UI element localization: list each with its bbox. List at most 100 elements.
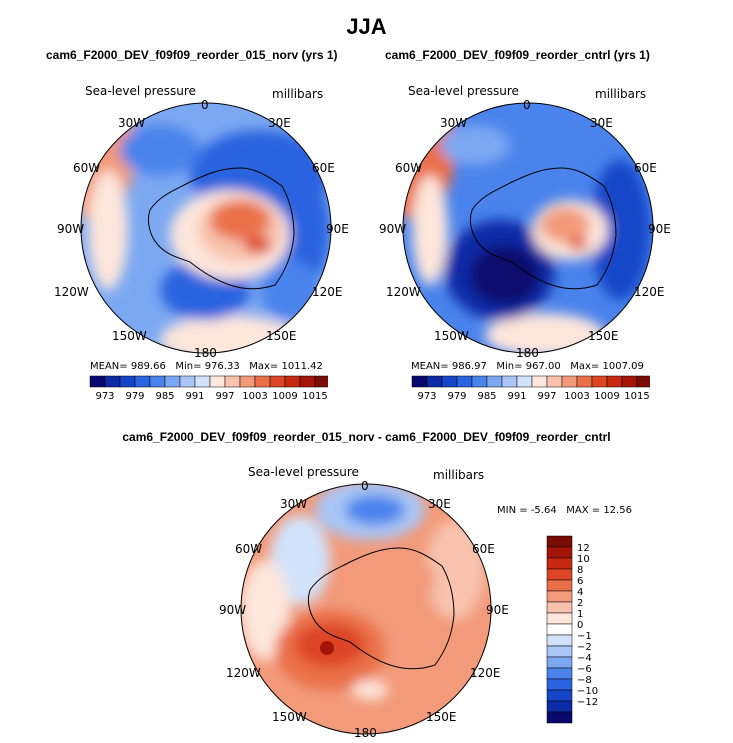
colorbar-tick-label: 6	[577, 576, 583, 587]
panel-a-lon-60w: 60W	[73, 161, 101, 175]
panel-c-lon-60w: 60W	[235, 542, 263, 556]
max-value: 1011.42	[281, 361, 323, 372]
panel-b-lon-120e: 120E	[634, 285, 665, 299]
panel-b-lon-150w: 150W	[434, 329, 469, 343]
panel-b-lon-30e: 30E	[590, 116, 613, 130]
min-value: -5.64	[530, 505, 557, 516]
colorbar-tick-label: 8	[577, 565, 583, 576]
mean-value: 986.97	[451, 361, 487, 372]
panel-a-lon-30e: 30E	[268, 116, 291, 130]
colorbar-swatch	[546, 678, 573, 691]
colorbar-tick-label: 997	[537, 391, 556, 402]
colorbar-swatch	[546, 656, 573, 669]
colorbar-tick-label: −10	[577, 686, 598, 697]
colorbar-swatch	[546, 689, 573, 702]
min-value: 967.00	[525, 361, 561, 372]
colorbar-swatch	[546, 568, 573, 581]
colorbar-swatch	[546, 645, 573, 658]
panel-a-lon-60e: 60E	[312, 161, 335, 175]
colorbar-swatch	[546, 612, 573, 625]
max-label: Max=	[249, 361, 279, 372]
colorbar-swatch	[546, 557, 573, 570]
colorbar-tick-label: 973	[417, 391, 436, 402]
panel-c-lon-30e: 30E	[428, 497, 451, 511]
colorbar-tick-label: 4	[577, 587, 583, 598]
panel-c-lon-90w: 90W	[219, 603, 247, 617]
colorbar-swatch	[546, 590, 573, 603]
panel-b-colorbar: 973 979 985 991 997 1003 1009 1015	[411, 375, 650, 402]
colorbar-swatch	[546, 700, 573, 713]
panel-a-variable-label: Sea-level pressure	[85, 84, 196, 98]
panel-c-title: cam6_F2000_DEV_f09f09_reorder_015_norv -…	[122, 430, 611, 444]
panel-c-lon-30w: 30W	[280, 497, 308, 511]
colorbar-tick-label: 1015	[624, 391, 649, 402]
colorbar-tick-label: 1003	[564, 391, 589, 402]
panel-a-lon-120w: 120W	[54, 285, 89, 299]
colorbar-swatch	[314, 375, 328, 388]
panel-c-lon-180: 180	[354, 726, 377, 740]
colorbar-swatch	[546, 667, 573, 680]
panel-b-lon-90e: 90E	[648, 222, 671, 236]
panel-a-lon-30w: 30W	[118, 116, 146, 130]
panel-c-lon-150w: 150W	[272, 710, 307, 724]
colorbar-swatch	[546, 623, 573, 636]
mean-label: MEAN=	[411, 361, 449, 372]
colorbar-tick-label: 979	[447, 391, 466, 402]
colorbar-tick-label: 12	[577, 543, 590, 554]
panel-c-lon-120w: 120W	[226, 666, 261, 680]
panel-a-stats: MEAN= 989.66 Min= 976.33 Max= 1011.42	[90, 361, 323, 372]
colorbar-tick-label: 1009	[594, 391, 619, 402]
min-label: Min=	[496, 361, 523, 372]
mean-label: MEAN=	[90, 361, 128, 372]
panel-b-lon-30w: 30W	[440, 116, 468, 130]
colorbar-swatch	[546, 634, 573, 647]
panel-b-title: cam6_F2000_DEV_f09f09_reorder_cntrl (yrs…	[385, 48, 650, 62]
colorbar-tick-label: 991	[507, 391, 526, 402]
colorbar-tick-label: −12	[577, 697, 598, 708]
panel-a-lon-180: 180	[194, 346, 217, 360]
min-label: MIN =	[497, 505, 528, 516]
panel-a-lon-150w: 150W	[112, 329, 147, 343]
colorbar-swatch	[546, 579, 573, 592]
colorbar-swatch	[546, 601, 573, 614]
panel-a-title: cam6_F2000_DEV_f09f09_reorder_015_norv (…	[46, 48, 338, 62]
colorbar-swatch	[546, 546, 573, 559]
colorbar-tick-label: 0	[577, 620, 583, 631]
mean-value: 989.66	[130, 361, 166, 372]
panel-c-lon-0: 0	[361, 479, 369, 493]
colorbar-tick-label: 973	[95, 391, 114, 402]
colorbar-tick-label: 10	[577, 554, 590, 565]
panel-a-lon-90w: 90W	[57, 222, 85, 236]
panel-b-lon-150e: 150E	[588, 329, 619, 343]
colorbar-swatch	[546, 535, 573, 548]
colorbar-swatch	[636, 375, 650, 388]
panel-b-lon-90w: 90W	[379, 222, 407, 236]
panel-c-units-label: millibars	[433, 468, 485, 482]
colorbar-tick-label: 1003	[242, 391, 267, 402]
colorbar-tick-label: 985	[477, 391, 496, 402]
min-label: Min=	[175, 361, 202, 372]
panel-a-units-label: millibars	[272, 87, 324, 101]
panel-b-lon-120w: 120W	[386, 285, 421, 299]
panel-b-lon-60e: 60E	[634, 161, 657, 175]
colorbar-tick-label: 997	[215, 391, 234, 402]
panel-b-lon-60w: 60W	[395, 161, 423, 175]
panel-b-lon-180: 180	[516, 346, 539, 360]
min-value: 976.33	[204, 361, 240, 372]
colorbar-tick-label: 1009	[272, 391, 297, 402]
colorbar-tick-label: 985	[155, 391, 174, 402]
panel-b-lon-0: 0	[523, 98, 531, 112]
panel-c-lon-150e: 150E	[426, 710, 457, 724]
colorbar-tick-label: −6	[577, 664, 592, 675]
max-value: 12.56	[603, 505, 632, 516]
colorbar-tick-label: 1015	[302, 391, 327, 402]
max-label: Max=	[570, 361, 600, 372]
panel-a-lon-150e: 150E	[266, 329, 297, 343]
panel-c-variable-label: Sea-level pressure	[248, 465, 359, 479]
colorbar-tick-label: 991	[185, 391, 204, 402]
main-title: JJA	[346, 14, 387, 39]
panel-c-lon-120e: 120E	[470, 666, 501, 680]
